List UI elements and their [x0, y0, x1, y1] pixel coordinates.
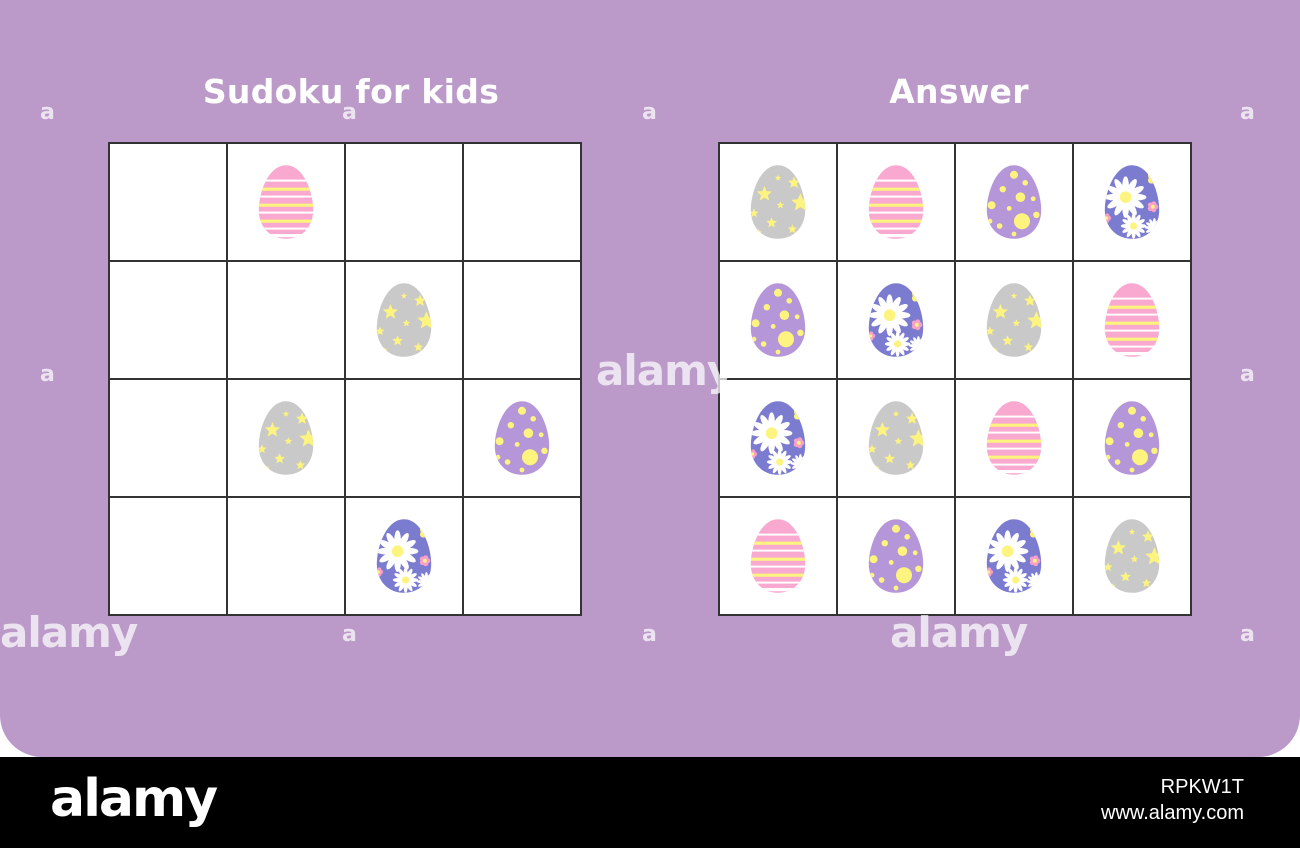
watermark-small: a	[40, 100, 55, 125]
puzzle-cell-r1c2	[227, 143, 345, 261]
puzzle-cell-r2c1[interactable]	[109, 261, 227, 379]
star-gray-egg-icon	[376, 283, 432, 357]
watermark-small: a	[1240, 362, 1255, 387]
star-gray-egg-icon	[868, 401, 924, 475]
answer-cell-r3c2	[837, 379, 955, 497]
puzzle-cell-r1c4[interactable]	[463, 143, 581, 261]
puzzle-cell-r4c4[interactable]	[463, 497, 581, 615]
watermark-small: a	[642, 622, 657, 647]
answer-cell-r3c3	[955, 379, 1073, 497]
dotted-purple-egg-icon	[986, 165, 1042, 239]
flower-blue-egg-icon	[376, 519, 432, 593]
answer-cell-r2c4	[1073, 261, 1191, 379]
watermark-small: a	[342, 622, 357, 647]
puzzle-cell-r2c2[interactable]	[227, 261, 345, 379]
puzzle-cell-r3c3[interactable]	[345, 379, 463, 497]
answer-cell-r3c1	[719, 379, 837, 497]
answer-cell-r4c1	[719, 497, 837, 615]
watermark-small: a	[1240, 622, 1255, 647]
star-gray-egg-icon	[750, 165, 806, 239]
dotted-purple-egg-icon	[1104, 401, 1160, 475]
puzzle-cell-r3c4	[463, 379, 581, 497]
star-gray-egg-icon	[1104, 519, 1160, 593]
puzzle-grid	[108, 142, 582, 616]
answer-cell-r2c3	[955, 261, 1073, 379]
answer-cell-r4c2	[837, 497, 955, 615]
dotted-purple-egg-icon	[494, 401, 550, 475]
watermark-small: a	[1240, 100, 1255, 125]
puzzle-board: Sudoku for kids Answer	[0, 0, 1300, 757]
answer-cell-r4c4	[1073, 497, 1191, 615]
footer-bar: alamy RPKW1T www.alamy.com	[0, 757, 1300, 848]
striped-pink-egg-icon	[986, 401, 1042, 475]
striped-pink-egg-icon	[1104, 283, 1160, 357]
flower-blue-egg-icon	[986, 519, 1042, 593]
footer-logo: alamy	[50, 769, 218, 829]
flower-blue-egg-icon	[1104, 165, 1160, 239]
flower-blue-egg-icon	[750, 401, 806, 475]
striped-pink-egg-icon	[868, 165, 924, 239]
answer-title: Answer	[889, 72, 1029, 111]
striped-pink-egg-icon	[750, 519, 806, 593]
answer-cell-r2c1	[719, 261, 837, 379]
footer-url: www.alamy.com	[1101, 802, 1244, 824]
answer-cell-r4c3	[955, 497, 1073, 615]
answer-cell-r1c4	[1073, 143, 1191, 261]
striped-pink-egg-icon	[258, 165, 314, 239]
answer-cell-r1c3	[955, 143, 1073, 261]
image-id: RPKW1T	[1160, 776, 1244, 798]
puzzle-cell-r4c3	[345, 497, 463, 615]
puzzle-cell-r4c1[interactable]	[109, 497, 227, 615]
dotted-purple-egg-icon	[750, 283, 806, 357]
answer-cell-r1c1	[719, 143, 837, 261]
puzzle-cell-r1c1[interactable]	[109, 143, 227, 261]
puzzle-cell-r1c3[interactable]	[345, 143, 463, 261]
answer-cell-r1c2	[837, 143, 955, 261]
answer-cell-r3c4	[1073, 379, 1191, 497]
star-gray-egg-icon	[986, 283, 1042, 357]
star-gray-egg-icon	[258, 401, 314, 475]
answer-grid	[718, 142, 1192, 616]
puzzle-cell-r3c2	[227, 379, 345, 497]
dotted-purple-egg-icon	[868, 519, 924, 593]
watermark-small: a	[642, 100, 657, 125]
watermark-word: alamy	[596, 346, 734, 395]
answer-cell-r2c2	[837, 261, 955, 379]
puzzle-cell-r3c1[interactable]	[109, 379, 227, 497]
puzzle-title: Sudoku for kids	[202, 72, 500, 111]
watermark-small: a	[40, 362, 55, 387]
puzzle-cell-r4c2[interactable]	[227, 497, 345, 615]
puzzle-cell-r2c3	[345, 261, 463, 379]
puzzle-cell-r2c4[interactable]	[463, 261, 581, 379]
flower-blue-egg-icon	[868, 283, 924, 357]
